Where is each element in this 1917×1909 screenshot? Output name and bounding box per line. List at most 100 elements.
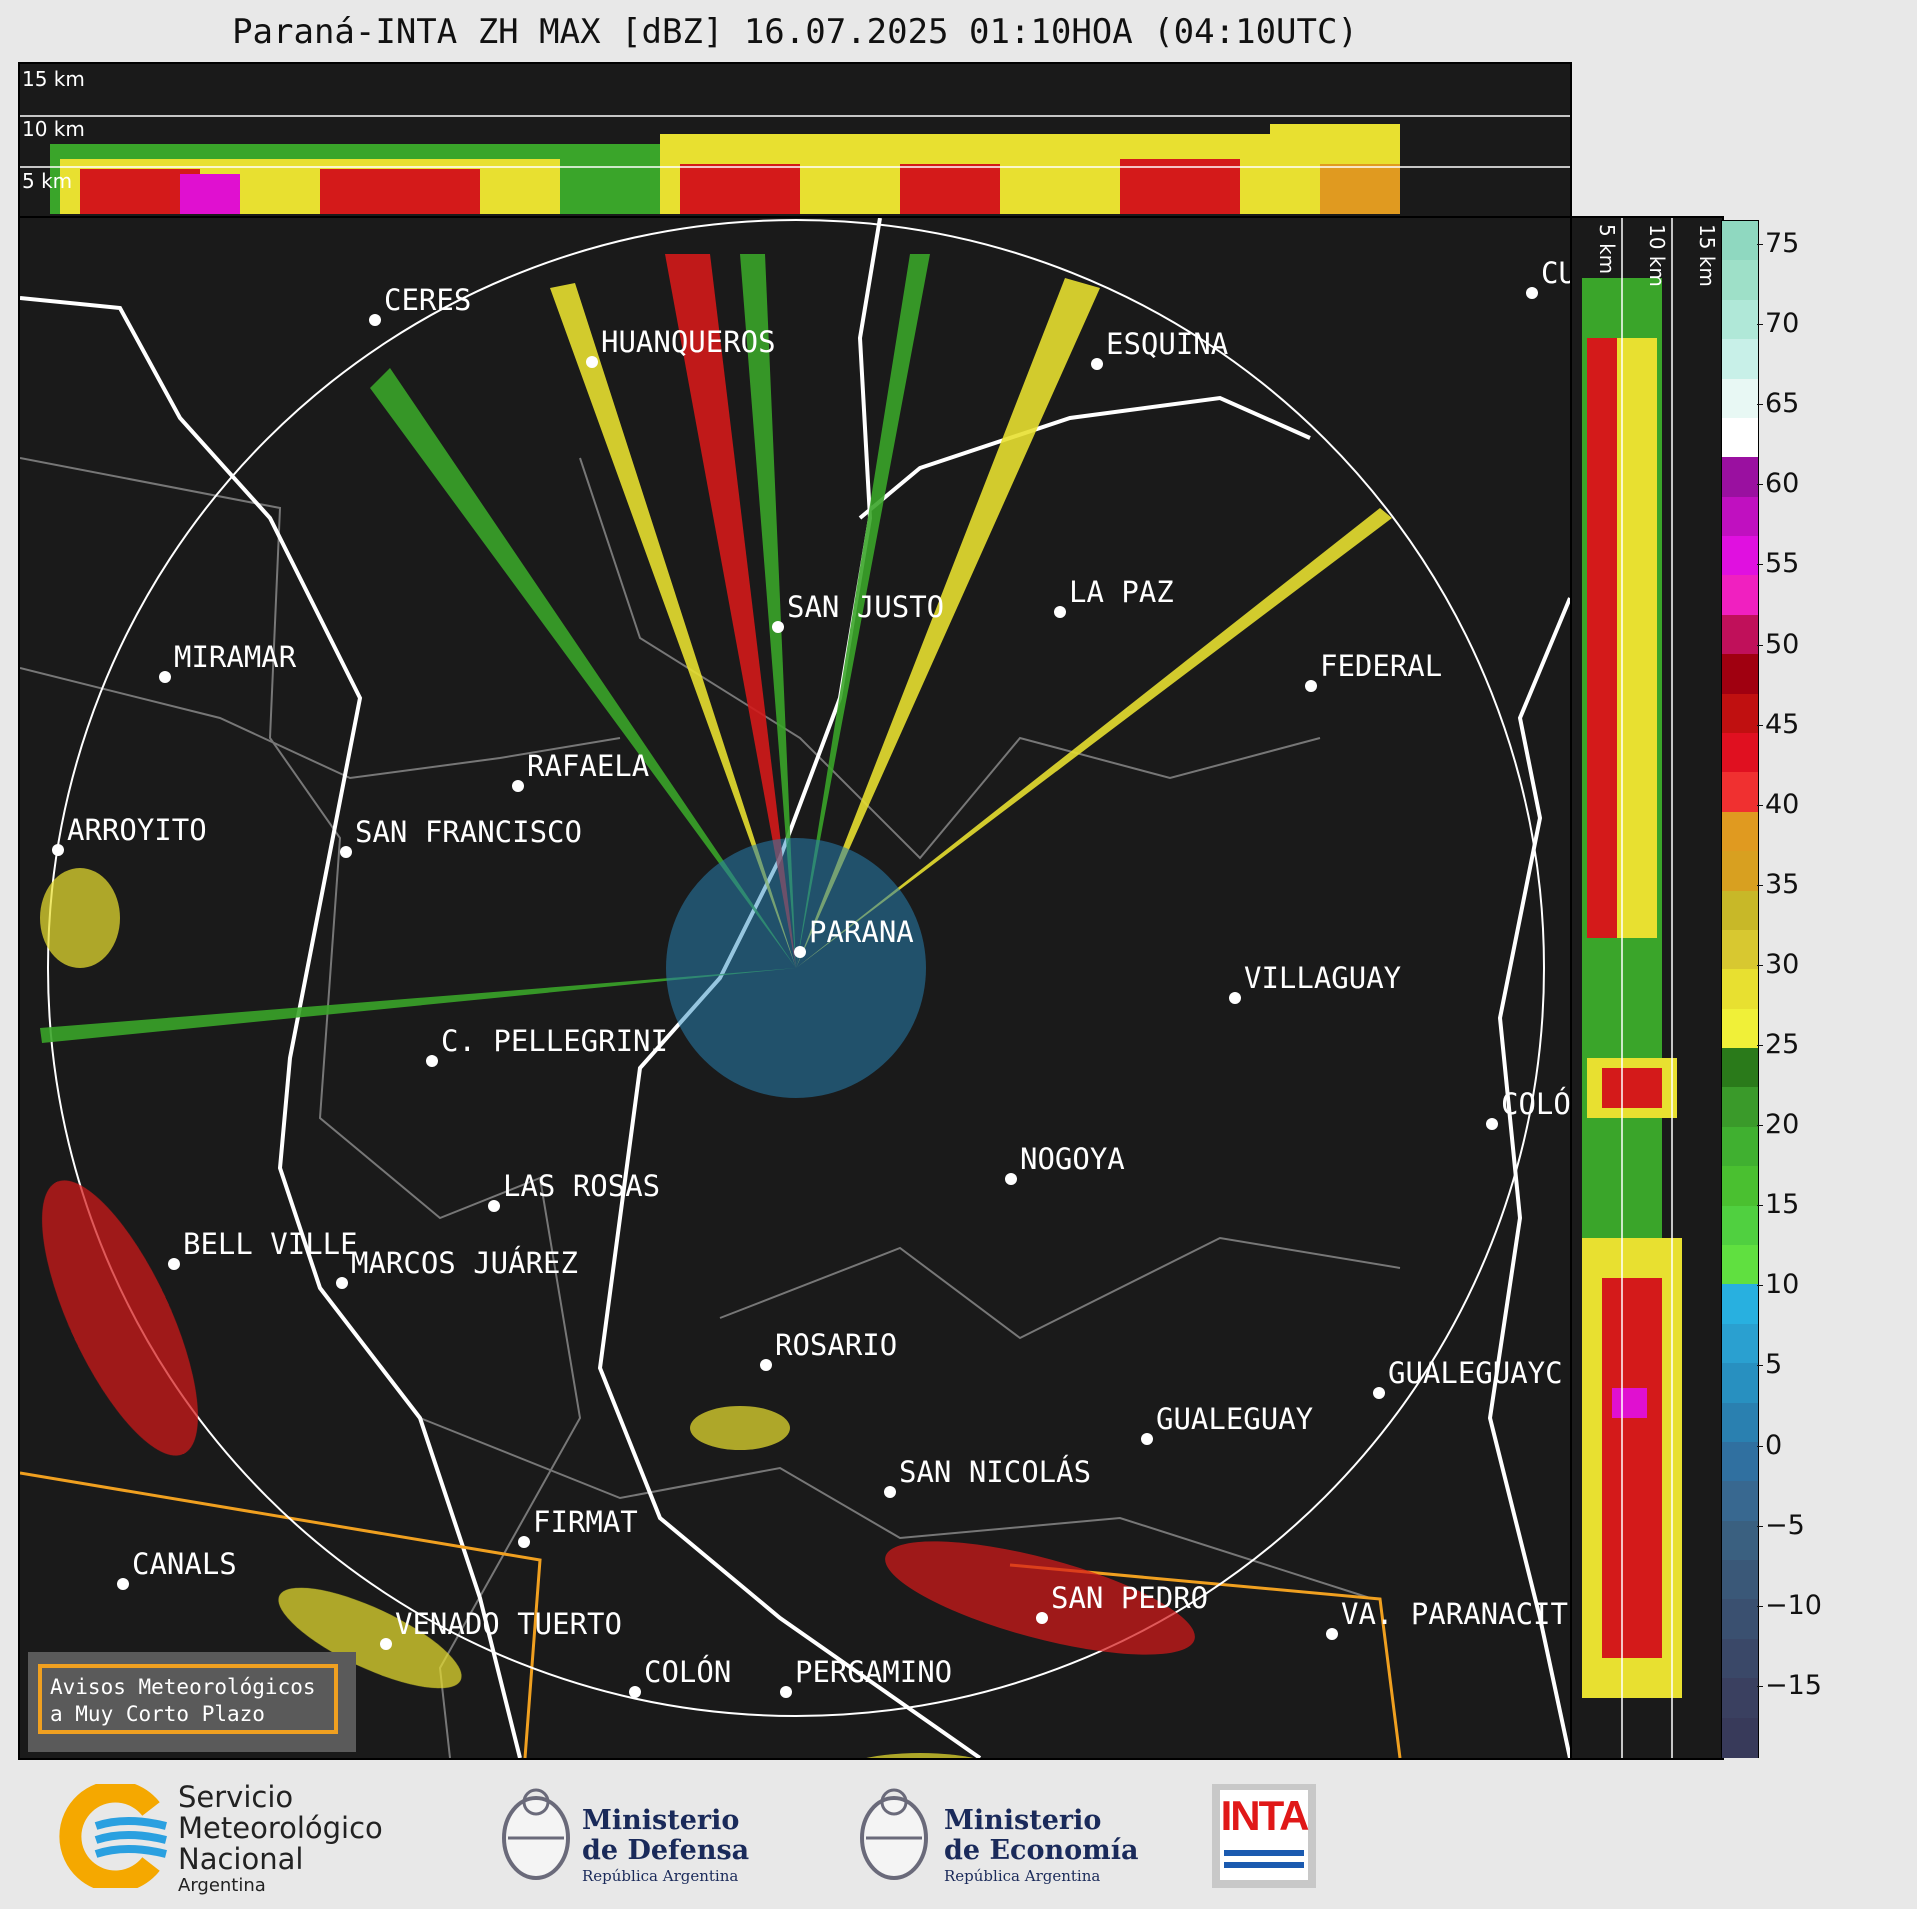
city-label: VENADO TUERTO <box>395 1607 622 1641</box>
city-marker <box>780 1686 792 1698</box>
colorbar-tick-mark <box>1757 884 1763 886</box>
city-marker <box>369 314 381 326</box>
city-marker <box>518 1536 530 1548</box>
colorbar-band <box>1722 929 1758 971</box>
colorbar-band <box>1722 1520 1758 1562</box>
city-marker <box>1526 287 1538 299</box>
colorbar-tick-mark <box>1757 1365 1763 1367</box>
colorbar-band <box>1722 1481 1758 1522</box>
city-label: BELL VILLE <box>183 1227 358 1261</box>
colorbar-band <box>1722 496 1758 538</box>
colorbar-tick-label: 25 <box>1765 1029 1800 1060</box>
colorbar-tick-mark <box>1757 1285 1763 1287</box>
colorbar-tick-label: −10 <box>1765 1589 1822 1621</box>
city-label: PARANA <box>809 915 914 949</box>
city-label: MIRAMAR <box>174 640 297 674</box>
side-km-label-5: 5 km <box>1595 224 1619 274</box>
colorbar-band <box>1722 1560 1758 1601</box>
page-title: Paraná-INTA ZH MAX [dBZ] 16.07.2025 01:1… <box>232 12 1358 52</box>
colorbar-tick-label: 55 <box>1765 548 1800 580</box>
colorbar-tick-label: 20 <box>1765 1109 1800 1141</box>
colorbar-band <box>1722 851 1758 892</box>
warning-legend-frame: Avisos Meteorológicos a Muy Corto Plazo <box>38 1664 338 1734</box>
city-label: VA. PARANACIT <box>1341 1597 1568 1631</box>
colorbar-tick-label: 40 <box>1765 788 1800 820</box>
top-cross-section-plot: 15 km 10 km 5 km <box>20 67 1570 214</box>
colorbar-band <box>1722 1284 1758 1325</box>
radar-range-ring <box>47 219 1545 1717</box>
city-label: COLÓN <box>644 1655 731 1689</box>
city-label: ROSARIO <box>775 1328 897 1362</box>
side-km-label-15: 15 km <box>1695 224 1719 287</box>
department-borders <box>20 457 1401 1758</box>
city-label: VILLAGUAY <box>1244 961 1401 995</box>
colorbar-band <box>1722 1087 1758 1128</box>
city-marker <box>340 846 352 858</box>
colorbar-tick-label: 0 <box>1765 1429 1783 1461</box>
warning-line-2: a Muy Corto Plazo <box>50 1702 265 1726</box>
defensa-seal-icon <box>502 1788 570 1880</box>
economia-line-2: de Economía <box>944 1835 1139 1866</box>
colorbar-band <box>1722 772 1758 813</box>
city-label: PERGAMINO <box>795 1655 952 1689</box>
colorbar-band <box>1722 417 1758 459</box>
colorbar-band <box>1722 575 1758 616</box>
city-marker <box>1486 1118 1498 1130</box>
defensa-logo-text: Ministerio de Defensa República Argentin… <box>582 1806 749 1886</box>
colorbar-band <box>1722 890 1758 931</box>
defensa-line-2: de Defensa <box>582 1835 750 1866</box>
colorbar-tick-label: −5 <box>1765 1509 1805 1541</box>
city-marker <box>168 1258 180 1270</box>
city-marker <box>512 780 524 792</box>
colorbar-tick-mark <box>1757 1205 1763 1207</box>
city-label: SAN NICOLÁS <box>899 1455 1091 1489</box>
city-label: RAFAELA <box>527 749 649 783</box>
colorbar-tick-label: 50 <box>1765 628 1800 660</box>
colorbar-tick-label: 10 <box>1765 1269 1800 1301</box>
economia-seal-icon <box>860 1788 928 1880</box>
colorbar-band <box>1722 1441 1758 1483</box>
colorbar-band <box>1722 299 1758 341</box>
colorbar-band <box>1722 1402 1758 1443</box>
city-marker <box>1229 992 1241 1004</box>
colorbar-band <box>1722 1599 1758 1640</box>
city-label: C. PELLEGRINI <box>441 1024 668 1058</box>
city-label: ARROYITO <box>67 813 207 847</box>
km-label-10: 10 km <box>22 117 85 141</box>
colorbar-tick-mark <box>1757 1685 1763 1687</box>
colorbar-band <box>1722 969 1758 1010</box>
colorbar-tick-label: 65 <box>1765 388 1800 420</box>
inta-stripe-1 <box>1224 1850 1304 1856</box>
city-label: CERES <box>384 283 471 317</box>
colorbar-tick-label: 45 <box>1765 708 1800 740</box>
city-marker <box>52 844 64 856</box>
city-label: SAN FRANCISCO <box>355 815 582 849</box>
city-labels: CERES HUANQUEROS ESQUINA CU SAN JUSTO LA PAZ M… <box>52 256 1570 1698</box>
smn-line-3: Nacional <box>178 1842 304 1876</box>
side-km-label-10: 10 km <box>1645 224 1669 287</box>
city-marker <box>629 1686 641 1698</box>
city-marker <box>380 1638 392 1650</box>
colorbar-band <box>1722 1323 1758 1365</box>
city-marker <box>1054 606 1066 618</box>
city-label: ESQUINA <box>1106 327 1228 361</box>
colorbar-tick-mark <box>1757 324 1763 326</box>
colorbar-tick-mark <box>1757 644 1763 646</box>
city-label: FEDERAL <box>1320 649 1442 683</box>
colorbar-tick-label: 75 <box>1765 228 1800 259</box>
colorbar-band <box>1722 378 1758 419</box>
colorbar-band <box>1722 811 1758 853</box>
dbz-colorbar <box>1721 220 1759 1758</box>
smn-logo-icon <box>59 1784 167 1888</box>
city-marker <box>159 671 171 683</box>
side-cross-section: 5 km 10 km 15 km <box>1570 216 1724 1760</box>
colorbar-band <box>1722 1166 1758 1207</box>
economia-line-1: Ministerio <box>944 1805 1102 1836</box>
radar-echoes <box>40 254 1392 1758</box>
city-label: LAS ROSAS <box>503 1169 660 1203</box>
km-label-15: 15 km <box>22 67 85 91</box>
city-marker <box>772 621 784 633</box>
city-marker <box>488 1200 500 1212</box>
colorbar-tick-label: 30 <box>1765 948 1800 980</box>
colorbar-tick-label: 15 <box>1765 1189 1800 1221</box>
